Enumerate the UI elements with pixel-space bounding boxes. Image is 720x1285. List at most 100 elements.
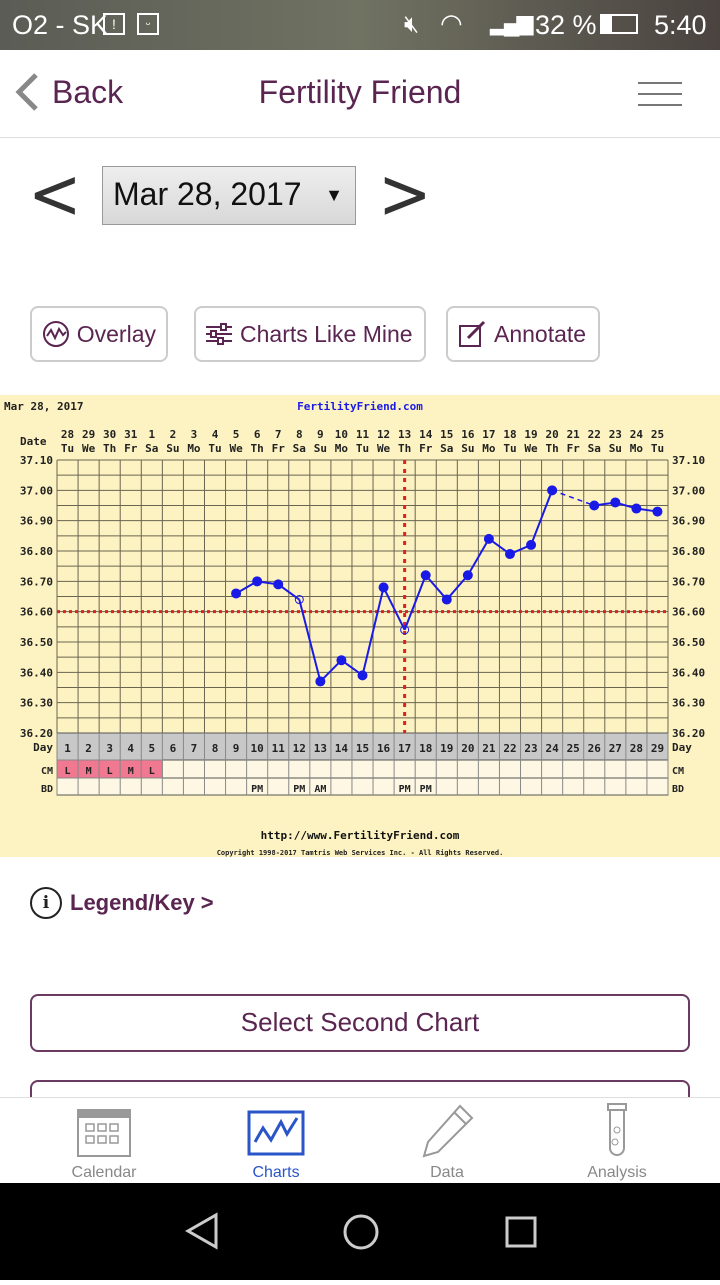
day-number: 24 (545, 742, 559, 755)
day-number: 23 (524, 742, 537, 755)
select-second-chart-button[interactable]: Select Second Chart (30, 994, 690, 1052)
cm-label-right: CM (672, 766, 684, 777)
tab-calendar[interactable]: Calendar (19, 1102, 189, 1182)
date-tick: 31 (124, 428, 138, 441)
day-number: 18 (419, 742, 432, 755)
date-tick: 4 (212, 428, 219, 441)
pencil-icon (422, 1104, 474, 1158)
annotate-button[interactable]: Annotate (446, 306, 600, 362)
tab-data[interactable]: Data (362, 1102, 532, 1182)
weekday-tick: Th (398, 442, 411, 455)
weekday-tick: Tu (651, 442, 664, 455)
temperature-segment (361, 587, 385, 676)
tab-label: Charts (252, 1164, 300, 1181)
day-number: 15 (356, 742, 369, 755)
footer-url: http://www.FertilityFriend.com (261, 829, 460, 842)
temperature-segment (551, 489, 595, 507)
weekday-tick: Fr (419, 442, 433, 455)
temperature-point (378, 582, 389, 593)
temperature-point (252, 576, 263, 587)
home-nav-icon[interactable] (343, 1214, 379, 1250)
weekday-tick: Su (166, 442, 179, 455)
y-tick-left: 36.50 (20, 636, 53, 649)
day-number: 20 (461, 742, 474, 755)
date-tick: 17 (482, 428, 495, 441)
back-button[interactable]: Back (14, 72, 123, 112)
bd-value: AM (314, 784, 326, 795)
app-header: Back Fertility Friend (0, 50, 720, 138)
day-number: 9 (233, 742, 240, 755)
chart-site: FertilityFriend.com (297, 400, 423, 413)
date-tick: 23 (609, 428, 622, 441)
weekday-tick: We (377, 442, 391, 455)
date-tick: 6 (254, 428, 261, 441)
day-number: 8 (212, 742, 219, 755)
bd-value: PM (399, 784, 411, 795)
temperature-point (547, 485, 558, 496)
weekday-tick: Fr (567, 442, 581, 455)
day-number: 6 (170, 742, 177, 755)
temperature-point (420, 570, 431, 581)
copyright: Copyright 1998-2017 Tamtris Web Services… (217, 849, 504, 857)
battery-icon (600, 14, 638, 34)
y-tick-left: 36.80 (20, 545, 53, 558)
signal-icon: ▂▄▆ (490, 10, 533, 35)
day-number: 2 (85, 742, 92, 755)
weekday-tick: Th (545, 442, 558, 455)
chevron-left-icon (15, 73, 38, 111)
menu-icon[interactable] (638, 82, 682, 115)
y-tick-left: 36.20 (20, 727, 53, 740)
y-tick-left: 36.70 (20, 575, 53, 588)
date-tick: 2 (170, 428, 177, 441)
cm-value: L (107, 766, 113, 777)
overlay-icon (43, 321, 69, 347)
overlay-button[interactable]: Overlay (30, 306, 168, 362)
legend-link[interactable]: i Legend/Key > (30, 887, 214, 919)
annotate-label: Annotate (494, 320, 587, 347)
bottom-tab-bar: Calendar Charts Data Analysis (0, 1097, 720, 1183)
weekday-tick: We (229, 442, 243, 455)
date-tick: 5 (233, 428, 240, 441)
y-tick-left: 37.10 (20, 454, 53, 467)
tab-charts[interactable]: Charts (191, 1102, 361, 1182)
weekday-tick: Sa (293, 442, 306, 455)
y-tick-left: 36.40 (20, 666, 53, 679)
charts-like-mine-button[interactable]: Charts Like Mine (194, 306, 426, 362)
y-tick-right: 36.40 (672, 666, 705, 679)
next-date-button[interactable]: > (378, 154, 432, 236)
weekday-tick: Mo (335, 442, 349, 455)
temperature-point (483, 533, 494, 544)
calendar-icon (77, 1109, 131, 1157)
day-number: 19 (440, 742, 453, 755)
day-number: 3 (106, 742, 113, 755)
chart-title: Mar 28, 2017 (4, 400, 83, 413)
day-number: 1 (64, 742, 71, 755)
temperature-segment (298, 599, 322, 682)
day-number: 27 (609, 742, 622, 755)
day-number: 12 (293, 742, 306, 755)
date-tick: 1 (148, 428, 155, 441)
y-tick-left: 36.90 (20, 515, 53, 528)
date-tick: 3 (191, 428, 198, 441)
day-label: Day (33, 741, 53, 754)
date-label: Date (20, 435, 47, 448)
y-tick-right: 36.20 (672, 727, 705, 740)
temperature-point (315, 676, 326, 687)
android-nav-bar (0, 1183, 720, 1280)
tab-analysis[interactable]: Analysis (532, 1102, 702, 1182)
date-tick: 25 (651, 428, 664, 441)
previous-date-button[interactable]: < (28, 154, 82, 236)
date-tick: 19 (524, 428, 537, 441)
temperature-point (652, 506, 663, 517)
weekday-tick: Mo (187, 442, 201, 455)
back-nav-icon[interactable] (184, 1212, 218, 1250)
temperature-segment (424, 574, 448, 601)
recents-nav-icon[interactable] (505, 1216, 537, 1248)
weekday-tick: Sa (145, 442, 158, 455)
fertility-chart[interactable]: Mar 28, 2017 FertilityFriend.com Date 28 Tu 2… (0, 395, 720, 857)
dropdown-arrow-icon: ▼ (325, 185, 343, 205)
date-select[interactable]: Mar 28, 2017 ▼ (102, 166, 356, 225)
info-icon: i (30, 887, 62, 919)
weekday-tick: Tu (503, 442, 516, 455)
mute-icon: 🔇︎ (404, 11, 420, 38)
